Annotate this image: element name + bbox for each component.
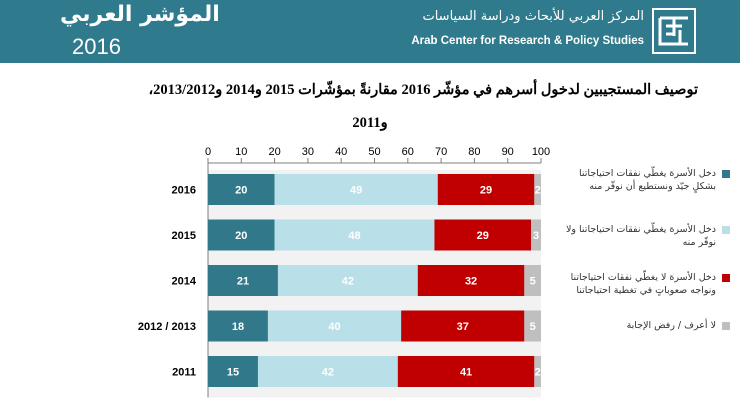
legend-label: دخل الأسرة لا يغطّي نفقات احتياجاتنا ونو… xyxy=(570,272,716,296)
legend-swatch xyxy=(722,170,730,178)
bar-segment xyxy=(437,174,535,205)
bar-segment xyxy=(401,310,525,342)
bar-segment xyxy=(274,174,438,205)
data-label: 15 xyxy=(227,367,239,379)
center-name-en: Arab Center for Research & Policy Studie… xyxy=(411,35,644,47)
x-tick-label: 0 xyxy=(205,146,211,158)
data-label: 42 xyxy=(322,367,334,379)
bar-segment xyxy=(417,265,525,296)
x-tick-label: 60 xyxy=(402,146,414,158)
category-label: 2014 xyxy=(172,276,197,288)
data-label: 2 xyxy=(535,185,541,197)
header-banner: المؤشر العربي 2016 المركز العربي للأبحاث… xyxy=(0,0,740,63)
x-tick-label: 100 xyxy=(532,146,550,158)
legend-label: دخل الأسرة يغطّي نفقات احتياجاتنا ولا نو… xyxy=(566,224,716,248)
data-label: 5 xyxy=(530,276,536,288)
data-label: 20 xyxy=(235,185,247,197)
data-label: 2 xyxy=(535,367,541,379)
bar-segment xyxy=(277,265,418,296)
data-label: 21 xyxy=(237,276,249,288)
data-label: 48 xyxy=(348,230,360,242)
legend-swatch xyxy=(722,322,730,330)
x-tick-label: 90 xyxy=(502,146,514,158)
bar-segment xyxy=(534,356,541,387)
bar-segment xyxy=(524,265,541,296)
legend-item: لا أعرف / رفض الإجابة xyxy=(560,319,730,332)
category-label: 2015 xyxy=(172,230,196,242)
x-tick-label: 80 xyxy=(468,146,480,158)
category-label: 2011 xyxy=(172,367,196,379)
brand-year: 2016 xyxy=(72,34,121,59)
data-label: 49 xyxy=(350,185,362,197)
bar-segment xyxy=(434,219,532,251)
data-label: 41 xyxy=(460,367,472,379)
bar-segment xyxy=(267,310,402,342)
center-name-ar: المركز العربي للأبحاث ودراسة السياسات xyxy=(422,9,644,24)
x-tick-label: 40 xyxy=(335,146,347,158)
data-label: 29 xyxy=(477,230,489,242)
bar-segment xyxy=(534,174,541,205)
legend-label: لا أعرف / رفض الإجابة xyxy=(626,320,716,331)
x-tick-label: 30 xyxy=(302,146,314,158)
data-label: 40 xyxy=(328,321,340,333)
legend-swatch xyxy=(722,226,730,234)
x-tick-label: 10 xyxy=(235,146,247,158)
x-tick-label: 70 xyxy=(435,146,447,158)
legend-item: دخل الأسرة يغطّي نفقات احتياجاتنا بشكلٍ … xyxy=(560,167,730,193)
bar-segment xyxy=(257,356,398,387)
chart-title-line2: و2011 xyxy=(352,115,388,131)
x-tick-label: 20 xyxy=(268,146,280,158)
data-label: 3 xyxy=(533,230,539,242)
data-label: 32 xyxy=(465,276,477,288)
data-label: 42 xyxy=(342,276,354,288)
bar-segment xyxy=(524,310,541,342)
bar-segment xyxy=(208,265,278,296)
bar-segment xyxy=(274,219,435,251)
data-label: 5 xyxy=(530,321,536,333)
data-label: 37 xyxy=(457,321,469,333)
brand-title: المؤشر العربي xyxy=(60,2,220,27)
legend-swatch xyxy=(722,274,730,282)
bar-segment xyxy=(208,356,258,387)
category-label: 2012 / 2013 xyxy=(138,321,196,333)
bar-segment xyxy=(208,310,268,342)
legend-item: دخل الأسرة يغطّي نفقات احتياجاتنا ولا نو… xyxy=(560,223,730,249)
bar-segment xyxy=(531,219,541,251)
legend-item: دخل الأسرة لا يغطّي نفقات احتياجاتنا ونو… xyxy=(560,271,730,297)
bar-segment xyxy=(208,219,275,251)
category-label: 2016 xyxy=(172,185,196,197)
center-logo-icon xyxy=(652,8,696,54)
legend-label: دخل الأسرة يغطّي نفقات احتياجاتنا بشكلٍ … xyxy=(579,168,716,192)
chart-title: توصيف المستجيبين لدخول أسرهم في مؤشّر 20… xyxy=(148,82,698,98)
bar-segment xyxy=(397,356,535,387)
bar-segment xyxy=(208,174,275,205)
data-label: 18 xyxy=(232,321,244,333)
x-tick-label: 50 xyxy=(368,146,380,158)
data-label: 20 xyxy=(235,230,247,242)
data-label: 29 xyxy=(480,185,492,197)
